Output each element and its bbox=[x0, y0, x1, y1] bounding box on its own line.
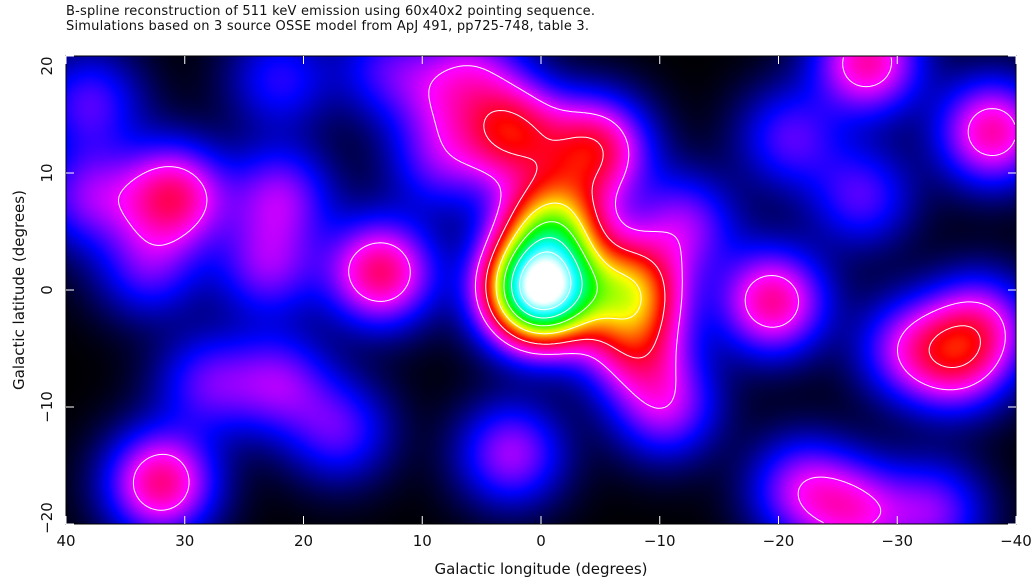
x-tick-label: 10 bbox=[413, 532, 432, 550]
y-axis: −20 −10 0 10 20 bbox=[38, 55, 1016, 534]
title-line-2: Simulations based on 3 source OSSE model… bbox=[66, 19, 590, 34]
y-tick-label: 10 bbox=[38, 163, 56, 182]
contour-level-4 bbox=[503, 221, 598, 327]
y-tick-label: 0 bbox=[38, 285, 56, 295]
contour-lines bbox=[118, 57, 1016, 524]
contour-level-6 bbox=[519, 251, 572, 311]
x-tick-label: 0 bbox=[536, 532, 546, 550]
contour-level-2 bbox=[483, 110, 981, 368]
y-tick-label: 20 bbox=[38, 56, 56, 75]
x-tick-label: 20 bbox=[294, 532, 313, 550]
x-tick-label: −10 bbox=[644, 532, 676, 550]
contour-level-1 bbox=[118, 57, 1016, 524]
x-axis: 40 30 20 10 0 −10 −20 −30 −40 bbox=[56, 56, 1032, 550]
y-axis-label: Galactic latitude (degrees) bbox=[10, 190, 28, 390]
title-line-1: B-spline reconstruction of 511 keV emiss… bbox=[66, 4, 596, 19]
y-tick-label: −10 bbox=[38, 391, 56, 423]
x-tick-label: −40 bbox=[1000, 532, 1032, 550]
y-tick-label: −20 bbox=[38, 502, 56, 534]
contour-level-5 bbox=[511, 237, 583, 319]
x-tick-label: −30 bbox=[881, 532, 913, 550]
emission-heatmap bbox=[66, 56, 1016, 524]
x-tick-label: 30 bbox=[175, 532, 194, 550]
x-tick-label: −20 bbox=[763, 532, 795, 550]
x-tick-label: 40 bbox=[56, 532, 75, 550]
x-axis-label: Galactic longitude (degrees) bbox=[434, 560, 647, 578]
chart-title: B-spline reconstruction of 511 keV emiss… bbox=[66, 4, 595, 34]
contour-level-3 bbox=[495, 202, 642, 335]
